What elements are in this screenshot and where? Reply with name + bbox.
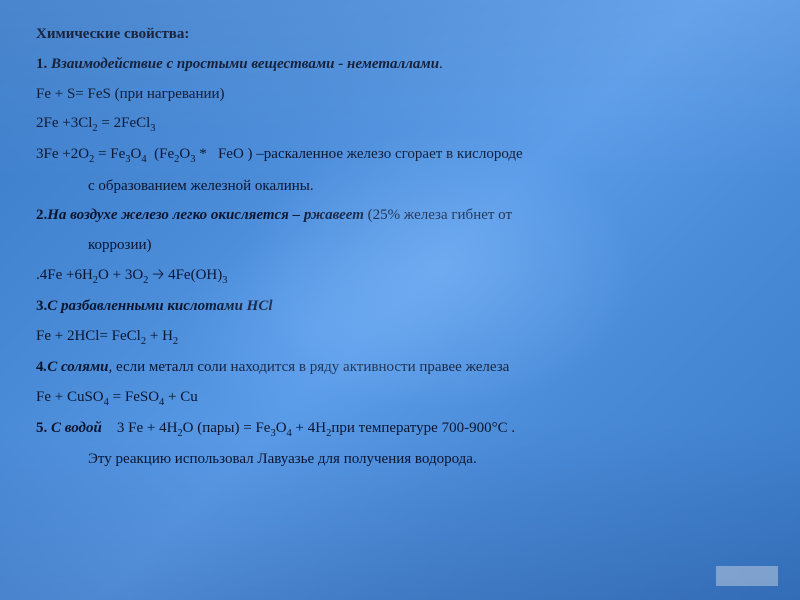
eq-fe-o-cont: с образованием железной окалины.	[36, 176, 764, 198]
section4-title: 4.С солями, если металл соли находится в…	[36, 357, 764, 379]
section2-title: 2.На воздухе железо легко окисляется – р…	[36, 205, 764, 227]
section3-title: 3.С разбавленными кислотами HCl	[36, 296, 764, 318]
heading: Химические свойства:	[36, 24, 764, 46]
section5-title: 5. С водой 3 Fe + 4H2O (пары) = Fe3O4 + …	[36, 418, 764, 441]
eq-cuso4: Fe + CuSO4 = FeSO4 + Cu	[36, 387, 764, 410]
eq-hcl: Fe + 2HCl= FeCl2 + H2	[36, 326, 764, 349]
slide-body: Химические свойства: 1. Взаимодействие с…	[0, 0, 800, 489]
section2-cont: коррозии)	[36, 235, 764, 257]
eq-fe-cl: 2Fe +3Cl2 = 2FeCl3	[36, 113, 764, 136]
eq-fe-o: 3Fe +2O2 = Fe3O4 (Fe2O3 * FeO ) –раскале…	[36, 144, 764, 167]
eq-fe-s: Fe + S= FeS (при нагревании)	[36, 84, 764, 106]
eq-rust: .4Fe +6H2O + 3O2 🡢 4Fe(OH)3	[36, 265, 764, 288]
section5-cont: Эту реакцию использовал Лавуазье для пол…	[36, 449, 764, 471]
slide-number-placeholder	[716, 566, 778, 586]
section1-title: 1. Взаимодействие с простыми веществами …	[36, 54, 764, 76]
